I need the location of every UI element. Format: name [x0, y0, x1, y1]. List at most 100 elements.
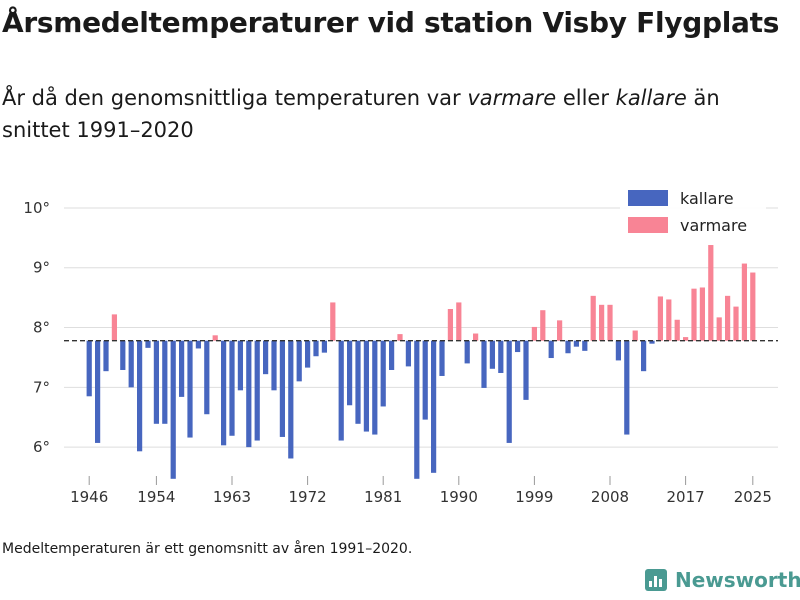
subtitle-text-1: År då den genomsnittliga temperaturen va…	[2, 86, 468, 110]
bar-colder	[489, 340, 496, 369]
bar-warmer	[733, 306, 739, 341]
bar-warmer	[750, 272, 756, 341]
bar-colder	[439, 340, 445, 376]
chart-title: Årsmedeltemperaturer vid station Visby F…	[2, 6, 780, 39]
bar-colder	[649, 340, 655, 344]
bar-colder	[506, 340, 512, 443]
legend-swatch-colder	[628, 190, 668, 206]
x-tick-label: 1963	[213, 488, 251, 506]
bar-chart-icon	[645, 569, 667, 591]
bar-warmer	[657, 296, 664, 341]
bar-warmer	[607, 304, 613, 341]
x-tick-label: 1999	[515, 488, 553, 506]
bar-colder	[86, 340, 92, 397]
bar-warmer	[716, 317, 722, 341]
bar-warmer	[473, 333, 479, 341]
bar-colder	[422, 340, 428, 420]
bar-colder	[145, 340, 151, 348]
legend-label-colder: kallare	[680, 189, 734, 208]
bar-warmer	[456, 302, 462, 341]
bar-colder	[515, 340, 521, 353]
bar-colder	[338, 340, 344, 441]
x-tick-label: 2008	[591, 488, 629, 506]
bar-colder	[464, 340, 470, 364]
x-tick-label: 1972	[289, 488, 327, 506]
bar-warmer	[666, 299, 672, 341]
bar-warmer	[540, 310, 546, 341]
bar-warmer	[111, 314, 118, 341]
bar-colder	[288, 340, 294, 459]
newsworthy-logo[interactable]: Newsworthy	[645, 568, 800, 592]
bar-colder	[221, 340, 227, 446]
bar-warmer	[674, 319, 680, 341]
bar-colder	[271, 340, 277, 391]
bar-warmer	[691, 288, 697, 341]
footnote: Medeltemperaturen är ett genomsnitt av å…	[2, 541, 413, 557]
bar-colder	[204, 340, 210, 415]
bar-colder	[237, 340, 244, 391]
bar-colder	[405, 340, 412, 367]
x-tick-label: 1981	[364, 488, 402, 506]
bar-warmer	[590, 295, 596, 341]
x-tick-label: 1990	[440, 488, 478, 506]
legend-swatch-warmer	[628, 217, 668, 233]
bar-warmer	[708, 245, 714, 341]
subtitle-text-3: än snittet 1991–2020	[2, 86, 720, 142]
bar-warmer	[741, 263, 748, 341]
bar-warmer	[330, 302, 336, 341]
bar-warmer	[632, 330, 638, 341]
y-tick-label: 9°	[33, 259, 50, 277]
bar-warmer	[725, 295, 731, 341]
bar-colder	[170, 340, 176, 479]
bar-colder	[380, 340, 386, 407]
x-tick-label: 1946	[70, 488, 108, 506]
x-tick-label: 2017	[667, 488, 705, 506]
bar-colder	[254, 340, 260, 441]
bar-warmer	[699, 287, 706, 341]
bar-colder	[95, 340, 101, 443]
bar-colder	[229, 340, 235, 436]
bar-colder	[481, 340, 487, 388]
bar-colder	[389, 340, 395, 370]
bar-colder	[305, 340, 311, 368]
bar-colder	[162, 340, 168, 424]
subtitle-text-2: eller	[556, 86, 616, 110]
bar-warmer	[447, 309, 454, 341]
bar-warmer	[397, 334, 403, 341]
bar-colder	[641, 340, 647, 372]
bar-colder	[313, 340, 319, 357]
bar-colder	[246, 340, 252, 448]
bar-colder	[431, 340, 437, 473]
bar-colder	[624, 340, 630, 435]
bar-colder	[548, 340, 554, 359]
bar-colder	[128, 340, 134, 388]
chart-subtitle: År då den genomsnittliga temperaturen va…	[2, 82, 792, 146]
legend-label-warmer: varmare	[680, 216, 747, 235]
bar-colder	[120, 340, 126, 370]
brand-name: Newsworthy	[675, 568, 800, 592]
y-tick-label: 6°	[33, 438, 50, 456]
subtitle-cold-word: kallare	[615, 86, 687, 110]
bar-colder	[372, 340, 378, 435]
bar-colder	[179, 340, 185, 397]
bar-colder	[565, 340, 571, 354]
bar-colder	[347, 340, 353, 406]
y-tick-label: 7°	[33, 378, 50, 396]
subtitle-warm-word: varmare	[467, 86, 557, 110]
bar-colder	[498, 340, 504, 373]
bar-warmer	[599, 304, 605, 341]
bar-colder	[263, 340, 269, 375]
bar-colder	[187, 340, 193, 438]
x-tick-label: 2025	[734, 488, 772, 506]
bar-colder	[582, 340, 588, 351]
bar-colder	[363, 340, 370, 432]
bar-colder	[615, 340, 622, 361]
bar-colder	[355, 340, 361, 424]
bar-warmer	[557, 320, 563, 341]
y-tick-label: 10°	[23, 199, 50, 217]
bar-colder	[414, 340, 420, 479]
bar-colder	[137, 340, 143, 452]
bar-colder	[103, 340, 109, 372]
bar-colder	[195, 340, 202, 349]
